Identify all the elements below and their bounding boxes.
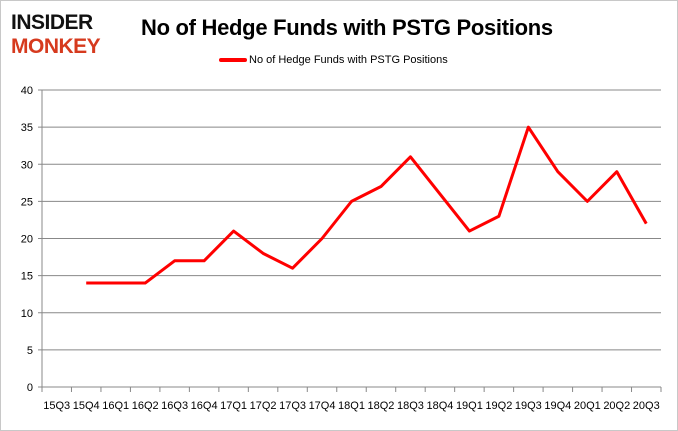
x-tick-label: 17Q2 <box>250 400 277 412</box>
y-tick-label: 5 <box>27 345 33 357</box>
series-line <box>86 125 648 285</box>
x-tick-label: 16Q4 <box>191 400 218 412</box>
legend: No of Hedge Funds with PSTG Positions <box>219 54 448 66</box>
insider-monkey-logo: INSIDER MONKEY <box>11 11 101 57</box>
x-tick-label: 16Q3 <box>161 400 188 412</box>
x-tick-label: 18Q2 <box>368 400 395 412</box>
x-tick-label: 19Q4 <box>544 400 571 412</box>
y-tick-label: 15 <box>21 271 33 283</box>
chart-title: No of Hedge Funds with PSTG Positions <box>141 15 553 40</box>
y-tick-label: 25 <box>21 196 33 208</box>
x-tick-label: 20Q3 <box>633 400 660 412</box>
x-tick-label: 19Q3 <box>515 400 542 412</box>
x-tick-label: 17Q3 <box>279 400 306 412</box>
x-tick-label: 18Q4 <box>426 400 453 412</box>
svg-text:INSIDER: INSIDER <box>11 11 93 34</box>
x-tick-label: 16Q2 <box>132 400 159 412</box>
x-tick-label: 19Q1 <box>456 400 483 412</box>
x-tick-label: 19Q2 <box>485 400 512 412</box>
y-tick-label: 40 <box>21 85 33 97</box>
x-tick-label: 20Q1 <box>574 400 601 412</box>
y-tick-label: 10 <box>21 308 33 320</box>
legend-label: No of Hedge Funds with PSTG Positions <box>249 54 448 66</box>
x-tick-label: 17Q4 <box>309 400 336 412</box>
legend-swatch <box>219 58 247 62</box>
x-tick-label: 18Q3 <box>397 400 424 412</box>
x-tick-label: 18Q1 <box>338 400 365 412</box>
y-tick-label: 35 <box>21 122 33 134</box>
x-tick-label: 16Q1 <box>102 400 129 412</box>
y-tick-label: 20 <box>21 234 33 246</box>
svg-text:MONKEY: MONKEY <box>11 35 101 57</box>
x-tick-label: 20Q2 <box>603 400 630 412</box>
x-tick-label: 15Q3 <box>43 400 70 412</box>
y-tick-label: 30 <box>21 159 33 171</box>
x-tick-label: 15Q4 <box>73 400 100 412</box>
x-tick-label: 17Q1 <box>220 400 247 412</box>
y-tick-label: 0 <box>27 382 33 394</box>
